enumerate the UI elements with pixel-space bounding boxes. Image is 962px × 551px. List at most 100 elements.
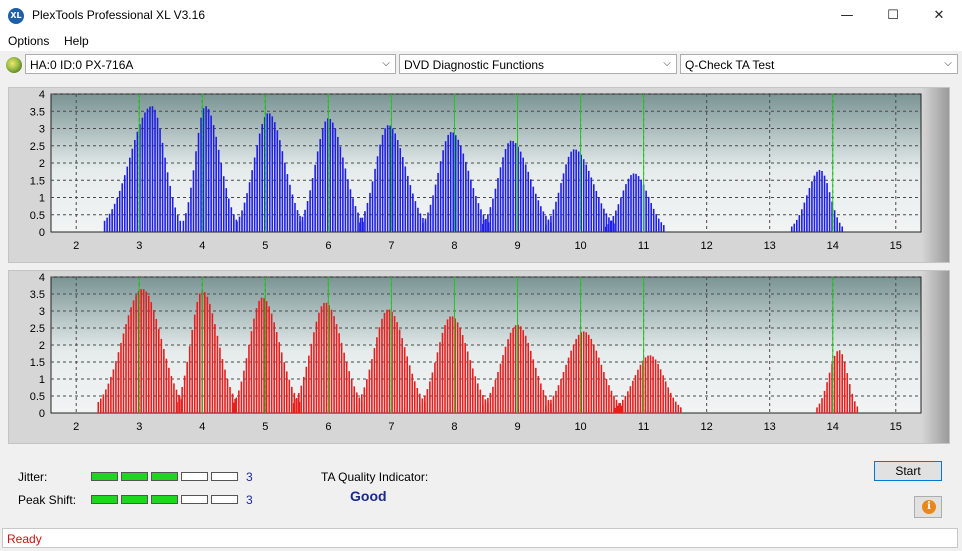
chart-bar xyxy=(295,398,298,413)
chart-bar xyxy=(407,175,409,232)
chart-bar xyxy=(843,362,846,413)
x-tick-label: 3 xyxy=(136,240,142,252)
chart-bar xyxy=(587,334,590,413)
chart-bar xyxy=(467,170,470,232)
chart-bar xyxy=(285,371,288,413)
chart-bar xyxy=(492,386,494,413)
chart-bar xyxy=(363,387,366,413)
chart-bar xyxy=(555,390,557,413)
test-select[interactable]: Q-Check TA Test ⌵ xyxy=(680,54,958,74)
chart-bar xyxy=(145,291,147,413)
chart-bar xyxy=(406,356,408,413)
x-tick-label: 12 xyxy=(701,421,713,433)
chart-bar xyxy=(457,139,460,232)
chart-bar xyxy=(110,376,112,413)
chart-bar xyxy=(168,367,170,413)
chart-bar xyxy=(595,190,598,232)
chart-bar xyxy=(482,223,484,232)
chart-bar xyxy=(567,357,570,413)
x-tick-label: 13 xyxy=(764,421,776,433)
chart-bar xyxy=(598,357,600,413)
chart-bar xyxy=(575,149,577,232)
chart-bar xyxy=(401,157,404,232)
chart-bar xyxy=(422,223,424,232)
chart-bar xyxy=(424,395,426,413)
chart-bar xyxy=(258,300,260,413)
chart-bar xyxy=(321,128,324,232)
chart-bar xyxy=(112,369,115,413)
chart-bar xyxy=(667,387,669,413)
chart-bar xyxy=(838,350,841,413)
chart-bar xyxy=(617,204,620,232)
ta-quality-label: TA Quality Indicator: xyxy=(321,470,429,484)
chart-bar xyxy=(803,202,806,232)
chart-bar xyxy=(560,183,562,232)
x-tick-label: 9 xyxy=(514,421,520,433)
chart-bar xyxy=(340,342,343,413)
chart-bar xyxy=(361,217,364,232)
chart-bar xyxy=(436,352,439,413)
close-button[interactable]: ✕ xyxy=(933,8,945,23)
y-tick-label: 2 xyxy=(39,340,45,352)
chart-bar xyxy=(507,143,509,232)
menu-options[interactable]: Options xyxy=(8,34,50,48)
chart-bar xyxy=(618,403,620,413)
chart-bar xyxy=(258,133,261,232)
chart-bar xyxy=(248,182,251,232)
chart-bar xyxy=(552,209,555,232)
minimize-button[interactable]: — xyxy=(840,8,854,23)
drive-select[interactable]: HA:0 ID:0 PX-716A ⌵ xyxy=(25,54,396,74)
chart-bar xyxy=(524,335,527,413)
x-tick-label: 7 xyxy=(388,240,394,252)
chart-bar xyxy=(152,309,155,413)
chart-bar xyxy=(836,351,838,413)
chart-bar xyxy=(459,328,461,413)
chart-bar xyxy=(376,156,379,232)
chart-bar xyxy=(106,217,108,232)
chart-bar xyxy=(319,138,321,232)
chart-bar xyxy=(182,220,185,232)
chart-bar xyxy=(371,359,373,413)
chart-bar xyxy=(821,398,823,413)
chart-bar xyxy=(371,181,374,232)
chart-bar xyxy=(115,361,117,413)
chart-bar xyxy=(590,177,593,232)
chart-bar xyxy=(637,176,640,232)
info-button[interactable]: i xyxy=(914,496,942,518)
chart-bar xyxy=(441,332,444,413)
chart-bar xyxy=(572,149,575,232)
x-tick-label: 14 xyxy=(827,421,839,433)
maximize-button[interactable]: ☐ xyxy=(887,8,899,23)
chart-bar xyxy=(323,302,325,413)
chart-bar xyxy=(238,390,240,413)
function-select[interactable]: DVD Diagnostic Functions ⌵ xyxy=(399,54,677,74)
chart-bar xyxy=(595,350,598,413)
chart-bar xyxy=(352,198,354,232)
chart-bar xyxy=(202,108,205,232)
chart-bar xyxy=(836,217,838,232)
chart-bar xyxy=(482,405,484,413)
chart-bar xyxy=(664,381,667,413)
chart-bar xyxy=(286,174,289,232)
chart-bar xyxy=(164,157,166,232)
chart-bar xyxy=(446,319,449,413)
y-tick-label: 2.5 xyxy=(30,323,45,335)
chart-bar xyxy=(281,151,284,232)
menu-help[interactable]: Help xyxy=(64,34,89,48)
chart-bar xyxy=(374,168,376,232)
chart-bar xyxy=(793,223,796,232)
chart-bar xyxy=(612,216,615,232)
chart-bar xyxy=(309,190,311,232)
chart-bar xyxy=(300,385,303,413)
chart-bar xyxy=(474,376,477,413)
chart-bar xyxy=(216,335,219,413)
chart-bar xyxy=(856,406,859,413)
chart-bar xyxy=(509,140,512,232)
chart-bar xyxy=(841,354,843,413)
chart-bar xyxy=(263,298,265,413)
chart-bar xyxy=(504,346,507,413)
chart-bar xyxy=(603,372,605,413)
y-tick-label: 2.5 xyxy=(30,141,45,153)
start-button[interactable]: Start xyxy=(874,461,942,481)
chart-bar xyxy=(431,372,434,413)
